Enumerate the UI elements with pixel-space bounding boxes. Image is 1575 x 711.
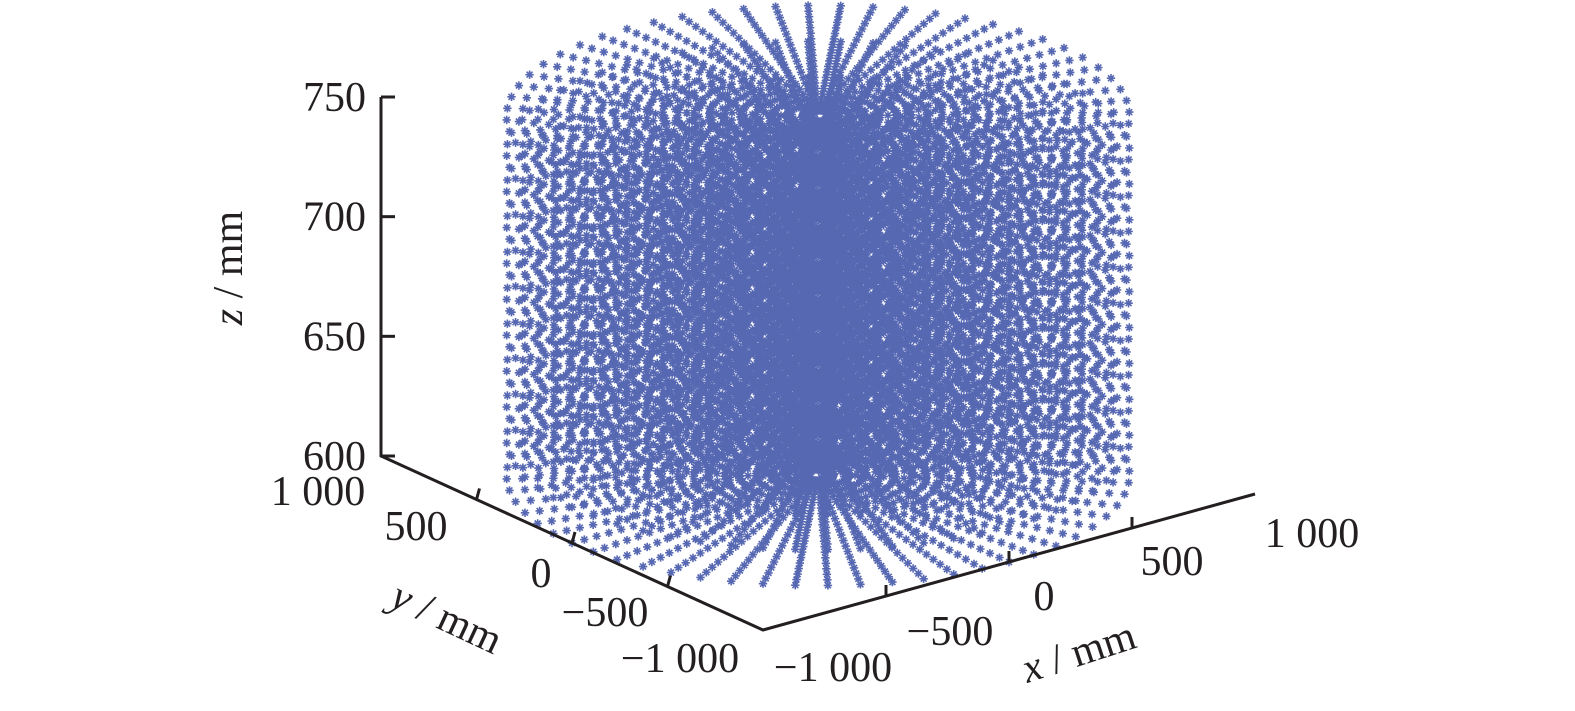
y-tick-mark — [666, 575, 672, 587]
x-tick-label: −500 — [907, 609, 994, 655]
y-tick-label: 500 — [385, 504, 448, 550]
axes — [379, 95, 1256, 632]
x-tick-label: 500 — [1141, 539, 1204, 585]
x-tick-label: 1 000 — [1265, 511, 1360, 557]
x-axis-title: x / mm — [1015, 613, 1141, 693]
z-tick-label: 650 — [303, 314, 366, 360]
point-cloud — [502, 1, 1134, 590]
x-tick-label: −1 000 — [774, 645, 892, 691]
y-tick-mark — [475, 488, 481, 500]
z-axis-title: z / mm — [206, 210, 252, 326]
z-tick-label: 750 — [303, 75, 366, 121]
data-points — [502, 1, 1134, 590]
y-tick-label: 0 — [531, 551, 552, 597]
z-tick-label: 600 — [303, 434, 366, 480]
y-axis-title: y / mm — [380, 571, 509, 664]
y-tick-label: −500 — [562, 590, 649, 636]
y-tick-label: −1 000 — [621, 636, 739, 682]
x-tick-label: 0 — [1034, 574, 1055, 620]
y-tick-mark — [570, 531, 577, 544]
z-tick-label: 700 — [303, 195, 366, 241]
y-tick-label: 1 000 — [271, 469, 366, 515]
